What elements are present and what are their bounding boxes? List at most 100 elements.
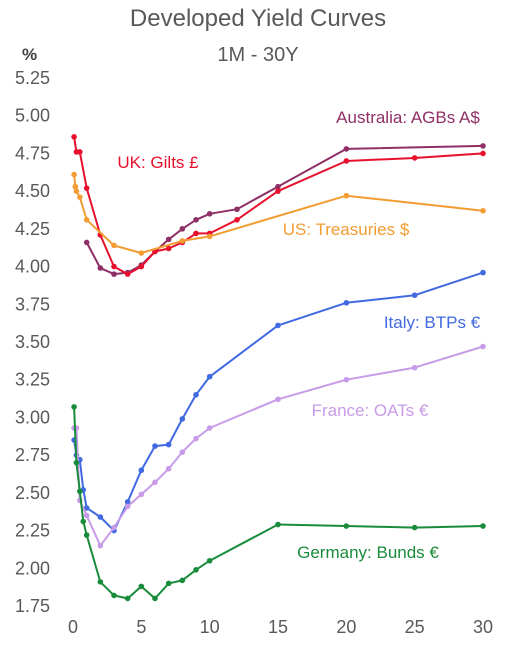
data-point — [343, 192, 350, 199]
data-point — [72, 183, 79, 190]
data-point — [179, 238, 186, 244]
data-point — [124, 271, 131, 277]
data-point — [193, 566, 199, 573]
data-point — [343, 299, 350, 306]
data-point — [480, 523, 486, 529]
data-point — [480, 269, 486, 276]
series-label: France: OATs € — [312, 401, 429, 420]
series-label: Italy: BTPs € — [384, 313, 481, 332]
data-point — [275, 396, 281, 403]
data-point — [152, 479, 158, 486]
data-point — [138, 491, 145, 498]
series-labels: Australia: AGBs A$ UK: Gilts £ US: Treasur… — [117, 108, 480, 562]
data-point — [165, 465, 172, 472]
data-point — [179, 416, 186, 422]
data-point — [206, 210, 213, 217]
data-point — [275, 183, 281, 190]
data-point — [343, 146, 350, 152]
x-tick-label: 5 — [136, 617, 146, 637]
series-line — [73, 136, 484, 276]
data-point — [111, 592, 117, 599]
y-tick-label: 3.75 — [15, 294, 50, 314]
y-tick-label: 4.75 — [15, 143, 50, 163]
data-point — [165, 245, 172, 252]
data-point — [165, 236, 172, 243]
y-axis-unit-label: % — [22, 45, 37, 64]
y-tick-label: 3.25 — [15, 370, 50, 390]
data-point — [73, 188, 80, 194]
x-axis: 0 5 10 15 20 25 30 — [68, 617, 493, 637]
data-point — [206, 373, 213, 380]
data-point — [193, 230, 199, 237]
data-point — [275, 188, 281, 194]
y-tick-label: 4.50 — [15, 181, 50, 201]
series-line — [73, 271, 484, 532]
data-point — [83, 532, 90, 538]
series-line — [73, 406, 484, 600]
data-point — [138, 250, 145, 256]
data-point — [343, 523, 350, 529]
data-point — [83, 505, 90, 511]
data-point — [206, 557, 213, 564]
y-tick-label: 3.00 — [15, 407, 50, 427]
x-tick-label: 15 — [268, 617, 288, 637]
x-tick-label: 0 — [68, 617, 78, 637]
data-point — [480, 207, 486, 214]
y-axis: 1.75 2.00 2.25 2.50 2.75 3.00 3.25 3.50 3.75 4.00… — [15, 68, 50, 616]
data-point — [97, 542, 104, 549]
data-point — [83, 217, 90, 223]
data-point — [206, 425, 213, 431]
chart-title: Developed Yield Curves — [130, 5, 386, 32]
data-point — [111, 524, 117, 531]
y-tick-label: 4.00 — [15, 257, 50, 277]
data-point — [206, 233, 213, 240]
data-point — [411, 292, 418, 299]
series-5 — [71, 404, 486, 602]
data-point — [152, 595, 158, 602]
data-point — [138, 467, 145, 474]
data-point — [77, 488, 83, 495]
data-point — [480, 143, 486, 149]
data-point — [193, 217, 199, 223]
series-label: UK: Gilts £ — [117, 153, 199, 172]
data-point — [343, 158, 350, 164]
data-point — [111, 263, 117, 270]
data-point — [275, 521, 281, 528]
data-point — [111, 242, 117, 249]
data-point — [138, 583, 145, 590]
data-point — [411, 155, 418, 161]
data-point — [83, 185, 90, 191]
data-point — [124, 503, 131, 510]
data-point — [411, 524, 418, 531]
y-tick-label: 1.75 — [15, 596, 50, 616]
series-label: US: Treasuries $ — [283, 220, 410, 239]
data-point — [97, 514, 104, 520]
data-point — [73, 459, 80, 466]
data-point — [234, 217, 240, 223]
series-3 — [71, 269, 486, 534]
data-point — [343, 376, 350, 383]
series-2 — [71, 171, 486, 256]
data-point — [480, 343, 486, 350]
data-point — [83, 512, 90, 519]
data-point — [275, 322, 281, 329]
data-point — [152, 443, 158, 449]
y-tick-label: 4.25 — [15, 219, 50, 239]
data-point — [77, 149, 83, 155]
y-tick-label: 2.25 — [15, 521, 50, 541]
data-point — [83, 239, 90, 246]
data-point — [80, 518, 87, 525]
x-tick-label: 10 — [200, 617, 220, 637]
data-point — [165, 580, 172, 587]
y-tick-label: 2.75 — [15, 445, 50, 465]
data-point — [71, 171, 77, 178]
data-point — [411, 364, 418, 371]
series-label: Australia: AGBs A$ — [336, 108, 480, 127]
data-point — [138, 263, 145, 270]
x-tick-label: 30 — [473, 617, 493, 637]
data-point — [179, 226, 186, 232]
data-point — [97, 579, 104, 585]
data-point — [71, 404, 77, 410]
data-point — [124, 499, 131, 505]
